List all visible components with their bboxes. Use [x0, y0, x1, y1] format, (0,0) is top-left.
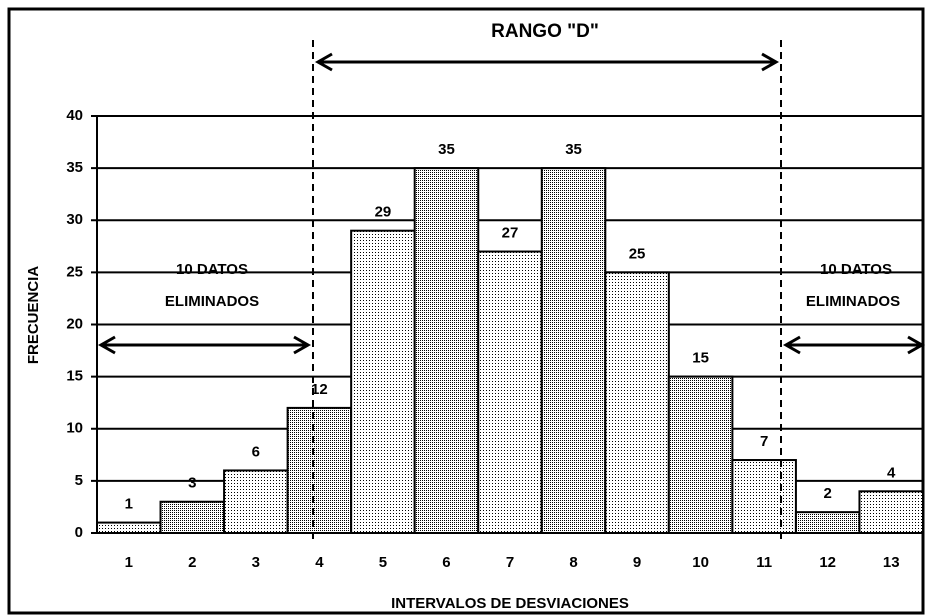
bar — [413, 167, 480, 534]
bar — [223, 469, 289, 535]
bar — [96, 521, 162, 535]
frame — [7, 7, 925, 615]
value-label: 6 — [252, 443, 260, 460]
value-label: 15 — [692, 350, 709, 367]
value-label: 27 — [502, 224, 519, 241]
y-tick-label: 15 — [66, 368, 83, 385]
right-note: 10 DATOS — [820, 261, 892, 278]
x-tick-label: 12 — [819, 554, 836, 571]
arrows — [97, 52, 926, 355]
value-label: 3 — [188, 475, 196, 492]
bar — [731, 459, 797, 534]
value-label: 12 — [311, 381, 328, 398]
y-tick-label: 35 — [66, 159, 83, 176]
value-label: 35 — [565, 141, 582, 158]
y-axis-label: FRECUENCIA — [25, 266, 42, 365]
left-note: 10 DATOS — [176, 261, 248, 278]
x-tick-label: 11 — [756, 554, 772, 571]
x-tick-label: 10 — [692, 554, 709, 571]
y-tick-label: 5 — [75, 472, 83, 489]
value-label: 29 — [375, 204, 392, 221]
bar — [350, 229, 416, 535]
x-tick-label: 3 — [252, 554, 260, 571]
x-tick-label: 6 — [442, 554, 450, 571]
x-tick-label: 7 — [506, 554, 514, 571]
bar — [858, 490, 925, 534]
right-note: ELIMINADOS — [806, 293, 900, 310]
y-tick-label: 25 — [66, 263, 83, 280]
bar — [159, 500, 226, 535]
value-label: 1 — [125, 496, 133, 513]
x-tick-label: 5 — [379, 554, 387, 571]
y-tick-label: 40 — [66, 107, 83, 124]
y-tick-label: 10 — [66, 420, 83, 437]
x-tick-label: 1 — [125, 554, 133, 571]
bar — [286, 406, 353, 534]
bar — [794, 511, 861, 535]
value-label: 35 — [438, 141, 455, 158]
value-label: 4 — [887, 464, 896, 481]
value-label: 25 — [629, 245, 646, 262]
x-tick-label: 2 — [188, 554, 196, 571]
y-tick-label: 0 — [75, 524, 83, 541]
left-note: ELIMINADOS — [165, 293, 259, 310]
x-axis-label: INTERVALOS DE DESVIACIONES — [391, 595, 629, 612]
x-tick-label: 8 — [569, 554, 577, 571]
x-tick-label: 9 — [633, 554, 641, 571]
value-label: 7 — [760, 433, 768, 450]
y-tick-label: 20 — [66, 315, 83, 332]
value-label: 2 — [824, 485, 832, 502]
bar — [540, 167, 607, 534]
y-tick-label: 30 — [66, 211, 83, 228]
x-tick-label: 13 — [883, 554, 900, 571]
x-tick-label: 4 — [315, 554, 324, 571]
range-label: RANGO "D" — [491, 21, 599, 42]
bar — [667, 375, 734, 534]
bar — [604, 271, 670, 534]
bar — [477, 250, 543, 534]
